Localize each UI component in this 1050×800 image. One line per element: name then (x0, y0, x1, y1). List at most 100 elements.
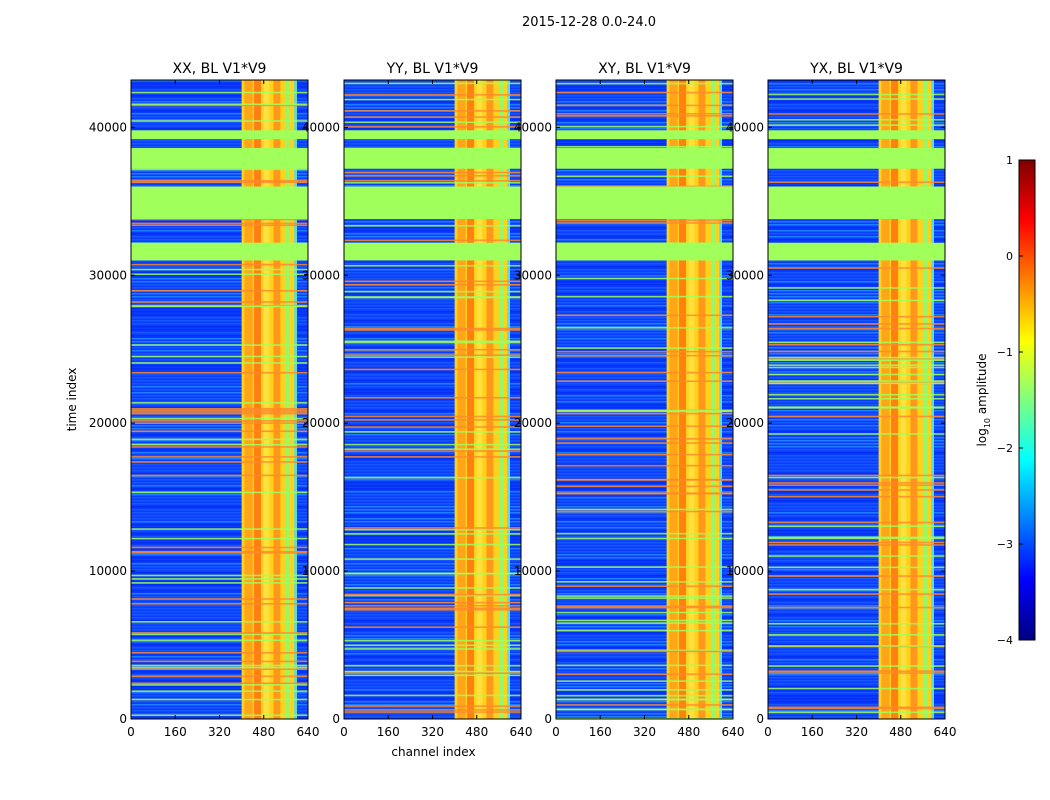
time-stripe (344, 98, 521, 101)
time-stripe (556, 295, 733, 298)
heatmap-image (768, 80, 945, 719)
channel-stripe (679, 80, 686, 719)
heatmap-texture-row (556, 584, 733, 586)
heatmap-texture-row (768, 443, 945, 445)
heatmap-texture-row (344, 362, 521, 364)
heatmap-texture-row (344, 323, 521, 325)
heatmap-texture-row (768, 347, 945, 349)
heatmap-texture-row (556, 629, 733, 631)
heatmap-texture-row (556, 293, 733, 295)
heatmap-texture-row (131, 308, 308, 310)
heatmap-texture-row (768, 314, 945, 316)
time-stripe (556, 611, 733, 614)
heatmap-texture-row (556, 521, 733, 523)
time-stripe (131, 268, 308, 271)
heatmap-texture-row (556, 125, 733, 127)
heatmap-texture-row (768, 308, 945, 310)
time-stripe (131, 438, 308, 441)
heatmap-texture-row (344, 272, 521, 274)
time-stripe (556, 464, 733, 467)
heatmap-texture-row (131, 374, 308, 376)
heatmap-texture-row (131, 644, 308, 646)
time-stripe (768, 267, 945, 269)
heatmap-texture-row (768, 278, 945, 280)
flagged-time-band (131, 186, 308, 220)
heatmap-texture-row (768, 377, 945, 379)
heatmap-texture-row (131, 332, 308, 334)
time-stripe (768, 670, 945, 672)
heatmap-texture-row (556, 530, 733, 532)
channel-stripe (498, 80, 504, 719)
time-stripe (768, 544, 945, 546)
time-stripe (131, 224, 308, 227)
time-stripe (344, 264, 521, 267)
heatmap-texture-row (556, 575, 733, 577)
heatmap-texture-row (131, 236, 308, 238)
heatmap-texture-row (768, 563, 945, 565)
heatmap-texture-row (131, 587, 308, 589)
heatmap-texture-row (768, 614, 945, 616)
heatmap-texture-row (131, 527, 308, 529)
heatmap-texture-row (344, 125, 521, 127)
heatmap-texture-row (131, 239, 308, 241)
time-stripe (344, 608, 521, 611)
time-stripe (556, 412, 733, 415)
time-stripe (344, 283, 521, 286)
time-stripe (768, 406, 945, 408)
heatmap-texture-row (344, 392, 521, 394)
heatmap-texture-row (556, 359, 733, 361)
heatmap-texture-row (768, 491, 945, 493)
heatmap-texture-row (556, 482, 733, 484)
heatmap-texture-row (768, 641, 945, 643)
heatmap-texture-row (768, 233, 945, 235)
heatmap-texture-row (344, 398, 521, 400)
heatmap-texture-row (131, 86, 308, 88)
heatmap-texture-row (131, 128, 308, 130)
heatmap-texture-row (344, 278, 521, 280)
time-stripe (556, 532, 733, 535)
heatmap-texture-row (556, 236, 733, 238)
time-stripe (556, 185, 733, 188)
panel-title: XY, BL V1*V9 (598, 61, 691, 77)
heatmap-texture-row (768, 95, 945, 97)
heatmap-texture-row (131, 533, 308, 535)
x-tick-label: 640 (510, 725, 533, 739)
heatmap-texture-row (344, 635, 521, 637)
time-stripe (768, 93, 945, 96)
heatmap-texture-row (768, 185, 945, 187)
heatmap-texture-row (768, 170, 945, 172)
y-tick-label: 0 (332, 712, 340, 726)
channel-stripe (688, 80, 695, 719)
heatmap-texture-row (768, 632, 945, 634)
heatmap-texture-row (556, 344, 733, 346)
heatmap-texture-row (344, 575, 521, 577)
heatmap-texture-row (131, 596, 308, 598)
x-tick-label: 0 (340, 725, 348, 739)
heatmap-texture-row (344, 371, 521, 373)
heatmap-texture-row (344, 179, 521, 181)
heatmap-texture-row (768, 107, 945, 109)
heatmap-texture-row (768, 548, 945, 550)
heatmap-texture-row (131, 419, 308, 421)
heatmap-texture-row (344, 596, 521, 598)
heatmap-texture-row (344, 656, 521, 658)
heatmap-texture-row (131, 329, 308, 331)
heatmap-texture-row (556, 404, 733, 406)
heatmap-texture-row (556, 362, 733, 364)
y-tick-label: 30000 (514, 268, 552, 282)
time-stripe (768, 356, 945, 359)
time-stripe (131, 407, 308, 410)
heatmap-texture-row (344, 563, 521, 565)
time-stripe (556, 327, 733, 329)
heatmap-texture-row (131, 122, 308, 124)
x-tick-label: 0 (127, 725, 135, 739)
y-tick-label: 10000 (89, 564, 127, 578)
colorbar-label: log10 amplitude (975, 354, 992, 447)
heatmap-texture-row (556, 119, 733, 121)
heatmap-texture-row (344, 395, 521, 397)
heatmap-texture-row (131, 272, 308, 274)
heatmap-texture-row (131, 488, 308, 490)
time-stripe (131, 344, 308, 346)
heatmap-texture-row (556, 494, 733, 496)
heatmap-texture-row (556, 455, 733, 457)
